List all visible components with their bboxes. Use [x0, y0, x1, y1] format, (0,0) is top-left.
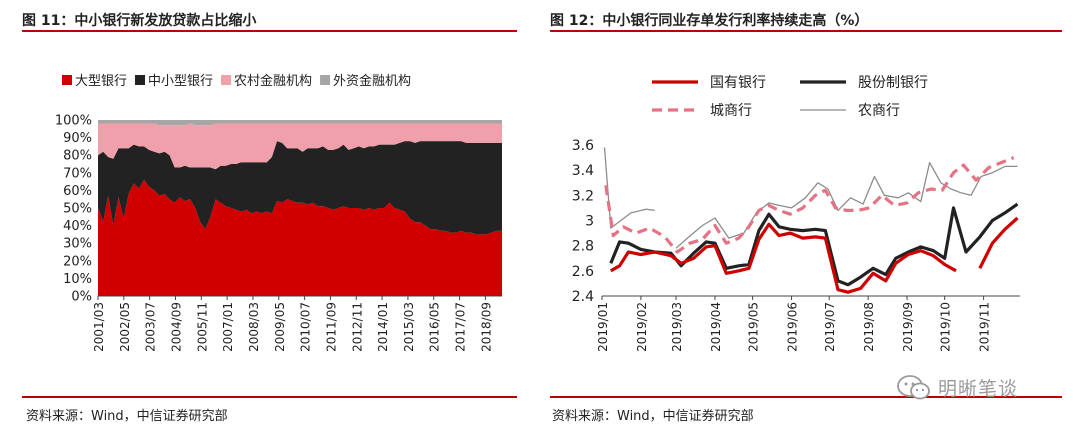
x-tick-label-7: 2009/05 — [273, 302, 287, 352]
x-tick-label-4: 2005/11 — [195, 302, 209, 352]
right-chart-title: 图 12：中小银行同业存单发行利率持续走高（%） — [550, 13, 869, 29]
legend-label-0: 大型银行 — [75, 74, 127, 89]
x-tick-label-10: 2019/11 — [978, 302, 992, 352]
y-tick-label-3: 30% — [63, 237, 92, 252]
y-tick-label-9: 90% — [63, 131, 92, 146]
x-tick-label-1: 2002/05 — [118, 302, 132, 352]
y-tick-label-6: 60% — [63, 184, 92, 199]
legend-label-1: 股份制银行 — [858, 75, 928, 91]
y-tick-label-5: 3.4 — [572, 163, 594, 179]
area-0 — [98, 179, 502, 296]
legend-label-3: 农商行 — [858, 103, 900, 119]
y-tick-label-7: 70% — [63, 166, 92, 181]
left-title-rule — [22, 30, 517, 32]
watermark-text: 明晰笔谈 — [938, 378, 1019, 400]
area-1 — [98, 141, 502, 235]
x-tick-label-8: 2019/09 — [901, 302, 915, 352]
left-chart-title: 图 11：中小银行新发放贷款占比缩小 — [22, 13, 257, 29]
y-tick-label-6: 3.6 — [572, 138, 594, 154]
x-tick-label-14: 2017/07 — [454, 302, 468, 352]
x-tick-label-6: 2019/07 — [823, 302, 837, 352]
x-tick-label-0: 2019/01 — [596, 302, 610, 352]
y-tick-label-1: 10% — [63, 272, 92, 287]
y-tick-label-8: 80% — [63, 149, 92, 164]
right-chart-source: 资料来源：Wind，中信证券研究部 — [552, 409, 754, 424]
legend-label-2: 城商行 — [710, 103, 752, 119]
x-tick-label-5: 2019/06 — [786, 302, 800, 352]
x-tick-label-3: 2019/04 — [709, 302, 723, 352]
x-tick-label-6: 2008/03 — [247, 302, 261, 352]
left-chart-svg: 大型银行 中小型银行 农村金融机构 外资金融机构 0% 10% 20% 30% 40% 50% 60… — [55, 73, 502, 352]
y-tick-label-0: 2.4 — [572, 289, 594, 305]
legend-swatch-2 — [221, 75, 232, 85]
legend-label-1: 中小型银行 — [148, 74, 213, 89]
x-tick-label-2: 2019/03 — [670, 302, 684, 352]
x-tick-label-7: 2019/08 — [862, 302, 876, 352]
x-tick-label-15: 2018/09 — [479, 302, 493, 352]
y-tick-label-5: 50% — [63, 202, 92, 217]
y-tick-label-2: 2.8 — [572, 239, 594, 255]
x-tick-label-8: 2010/07 — [299, 302, 313, 352]
watermark: 明晰笔谈 — [896, 372, 1066, 402]
legend-swatch-0 — [62, 75, 72, 85]
y-tick-label-2: 20% — [63, 254, 92, 269]
right-source-rule — [550, 396, 1062, 398]
x-tick-label-4: 2019/05 — [747, 302, 761, 352]
area-2 — [98, 123, 502, 170]
left-chart-source: 资料来源：Wind，中信证券研究部 — [26, 409, 228, 424]
area-3 — [98, 120, 502, 126]
x-tick-label-9: 2019/10 — [939, 302, 953, 352]
legend-label-0: 国有银行 — [710, 75, 766, 91]
x-tick-label-9: 2011/09 — [324, 302, 338, 352]
legend-swatch-1 — [135, 75, 146, 85]
y-tick-label-1: 2.6 — [572, 264, 594, 280]
x-tick-label-0: 2001/03 — [92, 302, 106, 352]
legend-swatch-3 — [320, 75, 331, 85]
right-title-rule — [550, 30, 1062, 32]
x-tick-label-3: 2004/09 — [169, 302, 183, 352]
y-tick-label-0: 0% — [71, 290, 92, 305]
series-line-2 — [604, 156, 1015, 254]
x-tick-label-1: 2019/02 — [635, 302, 649, 352]
legend-label-3: 外资金融机构 — [333, 73, 411, 89]
y-tick-label-4: 3.2 — [572, 188, 594, 204]
legend-label-2: 农村金融机构 — [234, 73, 312, 89]
x-tick-label-5: 2007/01 — [221, 302, 235, 352]
x-tick-label-11: 2014/01 — [376, 302, 390, 352]
y-tick-label-3: 3 — [585, 214, 594, 230]
x-tick-label-2: 2003/07 — [144, 302, 158, 352]
series-line-0 — [610, 216, 1019, 294]
y-tick-label-10: 100% — [55, 114, 92, 129]
x-tick-label-12: 2015/03 — [402, 302, 416, 352]
y-tick-label-4: 40% — [63, 219, 92, 234]
left-chart-panel: 图 11：中小银行新发放贷款占比缩小 大型银行 中小型银行 农村金融机构 外资金融机构… — [0, 0, 520, 435]
left-source-rule — [22, 396, 517, 398]
right-chart-panel: 图 12：中小银行同业存单发行利率持续走高（%） 国有银行 股份制银行城商行 农商行… — [548, 0, 1080, 435]
x-tick-label-13: 2016/05 — [428, 302, 442, 352]
wechat-logo-icon — [897, 375, 930, 400]
x-tick-label-10: 2012/11 — [350, 302, 364, 352]
